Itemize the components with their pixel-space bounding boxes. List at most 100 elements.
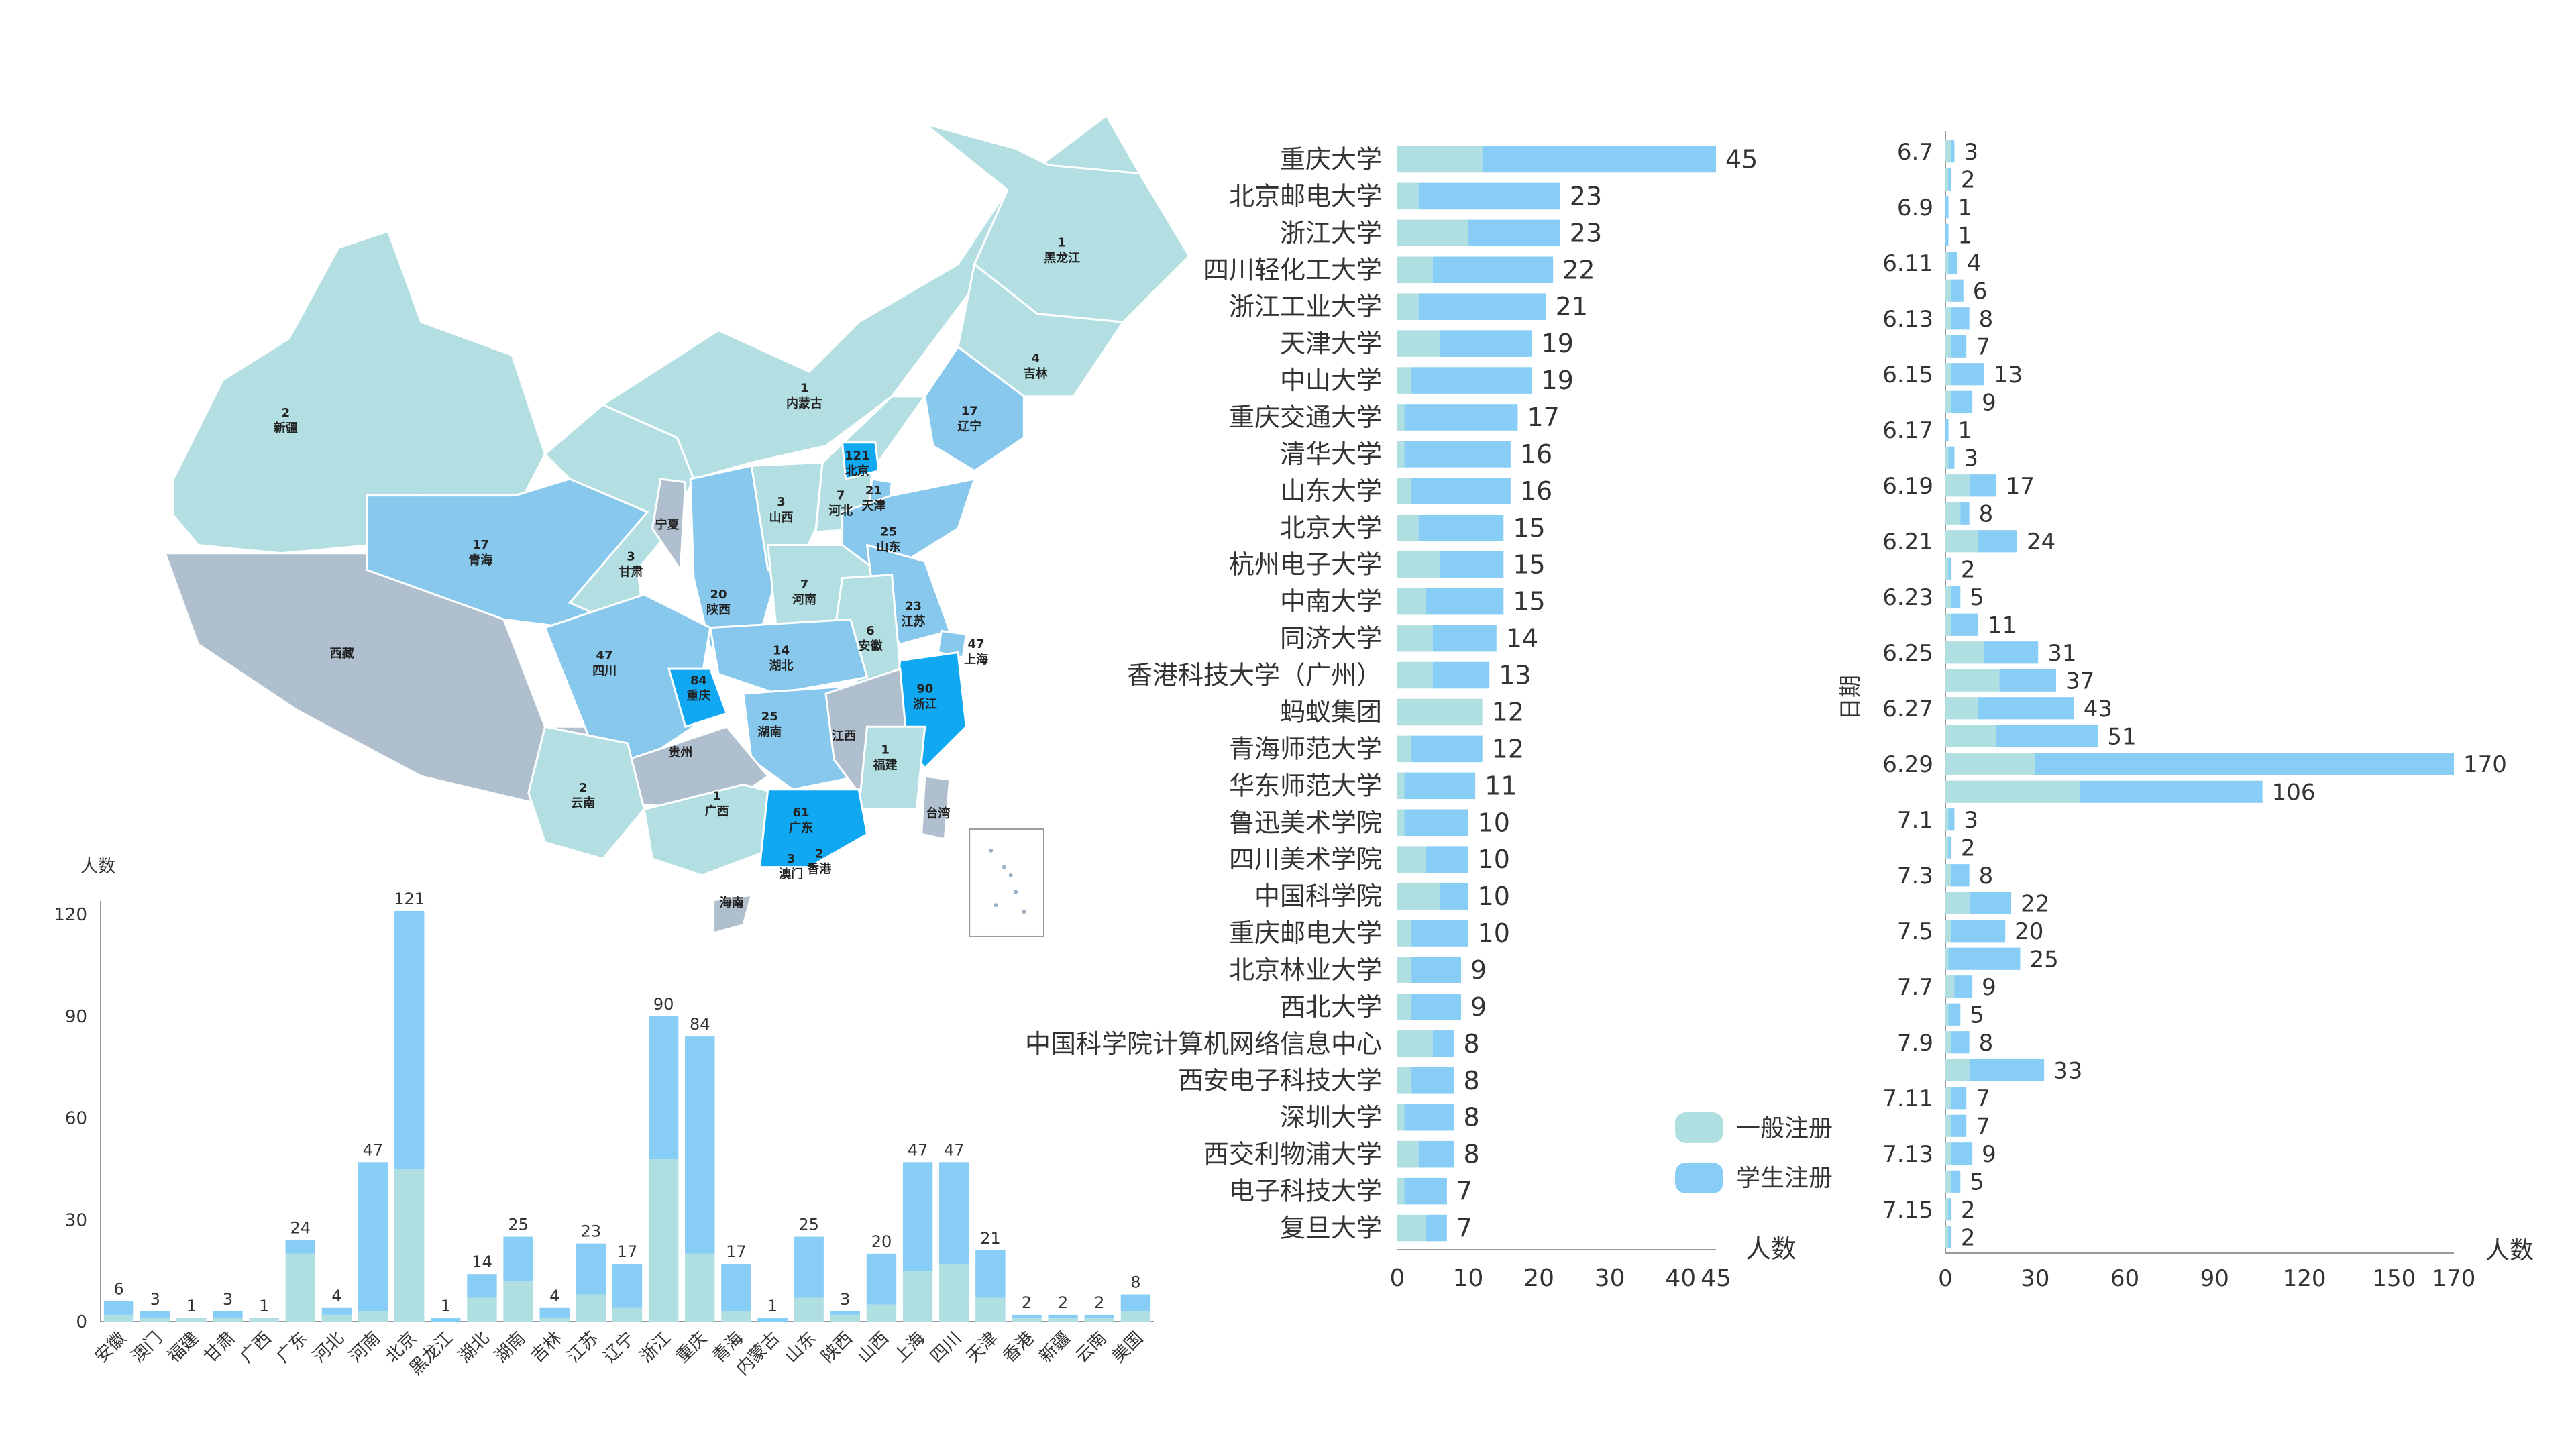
date-bar-student (1951, 363, 1984, 386)
org-bar-general (1397, 735, 1412, 763)
province-bar-general (1084, 1318, 1114, 1322)
org-y-tick-label: 天津大学 (1280, 329, 1382, 358)
province-bar-general (467, 1297, 497, 1322)
province-bar-general (794, 1297, 824, 1322)
province-bar-student (830, 1311, 861, 1315)
date-bar-general (1945, 307, 1951, 330)
province-bar-total-label: 3 (840, 1290, 850, 1309)
date-bar-student (1951, 307, 1970, 330)
date-y-tick-label: 6.13 (1882, 306, 1933, 333)
province-bar-general (975, 1297, 1006, 1322)
date-y-tick-label: 7.9 (1897, 1030, 1933, 1057)
org-bar-student (1404, 1177, 1447, 1205)
map-inset-island (1008, 873, 1013, 877)
org-bar-total-label: 9 (1470, 955, 1487, 985)
province-x-tick-label: 云南 (1072, 1328, 1111, 1367)
province-bar-total-label: 90 (653, 995, 674, 1014)
date-bar-general (1945, 1114, 1951, 1137)
org-bar-student (1411, 735, 1483, 763)
date-y-tick-label: 7.3 (1897, 863, 1933, 890)
org-y-tick-label: 同济大学 (1280, 624, 1382, 653)
legend-student-label: 学生注册 (1736, 1165, 1833, 1192)
province-bar-total-label: 2 (1058, 1293, 1068, 1312)
org-bar-student (1404, 1104, 1454, 1131)
province-bar-student (103, 1301, 134, 1315)
date-bar-general (1945, 474, 1970, 497)
date-bar-general (1945, 1031, 1951, 1054)
org-bar-general (1397, 1140, 1419, 1168)
map-region-value: 3 (777, 495, 786, 509)
date-bar-total-label: 51 (2107, 723, 2136, 750)
province-bar-general (576, 1294, 606, 1322)
date-bar-total-label: 25 (2029, 946, 2058, 973)
map-region-value: 17 (961, 405, 978, 419)
map-region-value: 84 (690, 674, 707, 688)
org-bar-student (1418, 515, 1504, 541)
org-bar-total-label: 8 (1463, 1066, 1479, 1095)
date-bar-student (1951, 1087, 1967, 1110)
province-bar-total-label: 47 (363, 1140, 384, 1159)
map-region-name: 广西 (705, 804, 729, 818)
province-bar-general (866, 1304, 897, 1322)
date-x-tick-label: 120 (2283, 1265, 2326, 1292)
province-x-tick-label: 新疆 (1036, 1328, 1075, 1367)
org-bar-student (1482, 146, 1716, 173)
org-y-tick-label: 浙江大学 (1280, 218, 1382, 248)
date-bar-total-label: 5 (1970, 1002, 1984, 1028)
org-bar-student (1404, 809, 1468, 837)
org-bar-total-label: 8 (1463, 1029, 1479, 1059)
date-bar-total-label: 106 (2272, 779, 2316, 806)
date-bar-student (1948, 168, 1951, 191)
map-region-name: 澳门 (779, 867, 803, 881)
province-bar-general (721, 1311, 751, 1322)
date-y-tick-label: 6.29 (1882, 751, 1933, 778)
org-y-tick-label: 电子科技大学 (1229, 1177, 1382, 1206)
date-bar-student (1996, 724, 2098, 747)
date-y-tick-label: 7.1 (1897, 807, 1933, 834)
date-bar-total-label: 5 (1970, 1169, 1984, 1195)
date-bar-student (1948, 1226, 1951, 1248)
province-x-tick-label: 甘肃 (200, 1328, 239, 1367)
date-bar-general (1945, 446, 1949, 469)
province-bar-total-label: 4 (549, 1287, 559, 1305)
province-bar-general (1120, 1311, 1151, 1322)
province-x-tick-label: 重庆 (672, 1328, 711, 1367)
legend-student-swatch (1675, 1163, 1723, 1193)
province-bar-total-label: 1 (767, 1297, 777, 1316)
map-region-name: 湖南 (757, 724, 782, 739)
province-bar-general (394, 1169, 425, 1322)
map-region-value: 3 (627, 549, 635, 564)
date-bar-total-label: 22 (2021, 890, 2049, 917)
map-inset-island (1022, 910, 1026, 914)
date-bar-student (1978, 697, 2074, 720)
org-bar-student (1440, 330, 1532, 357)
date-bar-general (1945, 864, 1951, 887)
org-bar-student (1468, 219, 1560, 247)
date-y-tick-label: 6.9 (1897, 195, 1933, 221)
province-x-tick-label: 安徽 (91, 1328, 130, 1367)
date-bar-student (1951, 1114, 1967, 1137)
province-bar-general (648, 1159, 679, 1322)
date-x-tick-label: 170 (2432, 1265, 2476, 1292)
date-bar-total-label: 2 (1961, 166, 1976, 193)
map-region-name: 江苏 (901, 614, 925, 629)
province-bar-student (285, 1240, 315, 1254)
province-bar-student (576, 1243, 606, 1295)
province-bar-general (358, 1311, 388, 1322)
date-bar-general (1945, 808, 1949, 831)
map-region-value: 47 (596, 649, 613, 663)
map-region-value: 1 (1058, 236, 1067, 250)
org-bar-general (1397, 994, 1412, 1020)
map-region-value: 6 (866, 624, 875, 638)
province-bar-general (830, 1314, 861, 1322)
map-region (667, 667, 729, 729)
map-region-name: 四川 (592, 664, 616, 678)
date-bar-student (1948, 446, 1955, 469)
map-inset-box (969, 828, 1044, 937)
province-bar-total-label: 21 (980, 1229, 1001, 1248)
date-bar-student (1951, 140, 1955, 163)
province-bar-total-label: 1 (441, 1297, 451, 1316)
map-region-name: 云南 (571, 796, 595, 810)
map-region-name: 河北 (828, 504, 853, 518)
org-y-tick-label: 蚂蚁集团 (1280, 697, 1382, 727)
